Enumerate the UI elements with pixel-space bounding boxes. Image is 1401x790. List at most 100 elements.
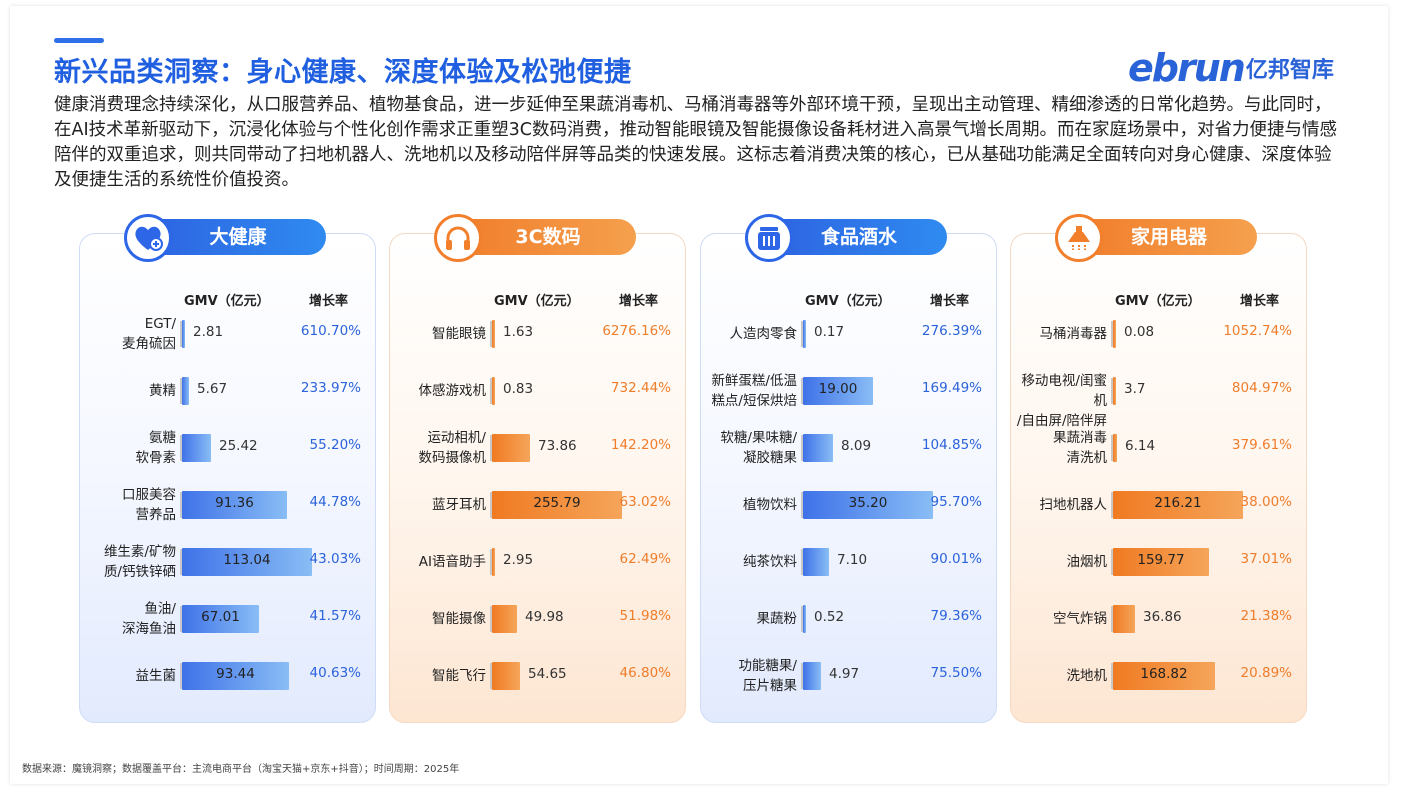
gmv-header: GMV（亿元） [494,294,580,309]
panel-food-jar: 食品酒水 GMV（亿元） 增长率 人造肉零食 0.17 276.39% 新鲜蛋糕/低温 糕点… [700,214,998,723]
source-footnote: 数据来源：魔镜洞察；数据覆盖平台：主流电商平台（淘宝天猫+京东+抖音）；时间周期… [22,764,460,775]
category-label: 空气炸锅 [1053,611,1107,627]
growth-rate-label: 51.98% [619,608,671,624]
gmv-bar [1113,662,1215,690]
growth-rate-label: 38.00% [1240,494,1292,510]
axis-tick [490,378,492,404]
axis-tick [801,549,803,575]
bar-row: 体感游戏机 0.83 732.44% [390,361,687,421]
growth-rate-label: 90.01% [930,551,982,567]
axis-tick [801,321,803,347]
bar-row: EGT/ 麦角硫因 2.81 610.70% [80,304,377,364]
gmv-value-label: 2.81 [193,324,224,340]
growth-header: 增长率 [309,294,349,309]
gmv-value-label: 35.20 [848,495,888,511]
gmv-bar [182,605,259,633]
panel-heart-plus: 大健康 GMV（亿元） 增长率 EGT/ 麦角硫因 2.81 610.70% 黄精 5.67 2… [79,214,377,723]
gmv-bar [182,377,189,405]
growth-rate-label: 6276.16% [602,323,671,339]
gmv-value-label: 5.67 [197,381,228,397]
category-label: 果蔬消毒 清洗机 [1053,430,1107,466]
category-label: 马桶消毒器 [1039,326,1108,342]
gmv-value-label: 93.44 [216,666,255,682]
bar-row: AI语音助手 2.95 62.49% [390,532,687,592]
axis-tick [490,435,492,461]
page-title: 新兴品类洞察：身心健康、深度体验及松弛便捷 [54,57,632,88]
axis-tick [490,606,492,632]
gmv-value-label: 91.36 [215,495,254,511]
gmv-bar [803,320,806,348]
category-label: 智能眼镜 [432,326,486,342]
category-label: AI语音助手 [418,554,486,570]
gmv-bar [1113,548,1209,576]
bar-row: 功能糖果/ 压片糖果 4.97 75.50% [701,646,998,706]
gmv-bar [1113,320,1116,348]
axis-tick [1111,606,1113,632]
growth-rate-label: 75.50% [930,665,982,681]
bar-row: 软糖/果味糖/ 凝胶糖果 8.09 104.85% [701,418,998,478]
bar-row: 智能摄像 49.98 51.98% [390,589,687,649]
bar-row: 扫地机器人 216.21 38.00% [1011,475,1308,535]
gmv-bar [803,377,873,405]
growth-rate-label: 732.44% [610,380,671,396]
axis-tick [180,378,182,404]
category-label: 鱼油/ 深海鱼油 [122,601,176,637]
growth-rate-label: 142.20% [610,437,671,453]
growth-rate-label: 63.02% [619,494,671,510]
gmv-bar [803,491,933,519]
category-label: 功能糖果/ 压片糖果 [738,658,797,694]
bar-row: 洗地机 168.82 20.89% [1011,646,1308,706]
axis-tick [801,435,803,461]
bar-row: 新鲜蛋糕/低温 糕点/短保烘焙 19.00 169.49% [701,361,998,421]
bar-row: 口服美容 营养品 91.36 44.78% [80,475,377,535]
category-label: 蓝牙耳机 [432,497,486,513]
bar-row: 维生素/矿物 质/钙铁锌硒 113.04 43.03% [80,532,377,592]
growth-rate-label: 276.39% [921,323,982,339]
growth-rate-label: 20.89% [1240,665,1292,681]
axis-tick [1111,663,1113,689]
axis-tick [490,663,492,689]
bar-row: 智能眼镜 1.63 6276.16% [390,304,687,364]
gmv-bar [492,320,495,348]
axis-tick [180,606,182,632]
axis-tick [1111,435,1113,461]
axis-tick [1111,378,1113,404]
bar-row: 空气炸锅 36.86 21.38% [1011,589,1308,649]
bar-row: 马桶消毒器 0.08 1052.74% [1011,304,1308,364]
brand-logo: ebrun亿邦智库 [1128,46,1338,90]
gmv-bar [182,434,211,462]
axis-tick [180,663,182,689]
category-label: 口服美容 营养品 [122,487,176,523]
growth-rate-label: 41.57% [309,608,361,624]
growth-rate-label: 79.36% [930,608,982,624]
gmv-bar [182,662,289,690]
bar-row: 氨糖 软骨素 25.42 55.20% [80,418,377,478]
growth-rate-label: 1052.74% [1223,323,1292,339]
growth-rate-label: 233.97% [300,380,361,396]
axis-tick [1111,549,1113,575]
category-label: 植物饮料 [743,497,797,513]
growth-rate-label: 104.85% [921,437,982,453]
gmv-bar [492,548,495,576]
bar-row: 蓝牙耳机 255.79 63.02% [390,475,687,535]
growth-header: 增长率 [1240,294,1280,309]
gmv-bar [803,548,829,576]
gmv-value-label: 8.09 [841,438,872,454]
category-label: 软糖/果味糖/ 凝胶糖果 [720,430,797,466]
gmv-value-label: 0.52 [814,609,845,625]
category-label: 智能飞行 [432,668,486,684]
gmv-value-label: 4.97 [829,666,860,682]
bar-row: 果蔬消毒 清洗机 6.14 379.61% [1011,418,1308,478]
axis-tick [1111,321,1113,347]
bar-row: 植物饮料 35.20 95.70% [701,475,998,535]
gmv-value-label: 216.21 [1154,495,1202,511]
growth-rate-label: 37.01% [1240,551,1292,567]
growth-rate-label: 379.61% [1231,437,1292,453]
category-label: 纯茶饮料 [743,554,797,570]
food-jar-icon [745,214,793,262]
bar-row: 人造肉零食 0.17 276.39% [701,304,998,364]
gmv-header: GMV（亿元） [1115,294,1201,309]
gmv-bar [182,491,287,519]
category-label: EGT/ 麦角硫因 [122,316,176,352]
category-label: 运动相机/ 数码摄像机 [418,430,487,466]
